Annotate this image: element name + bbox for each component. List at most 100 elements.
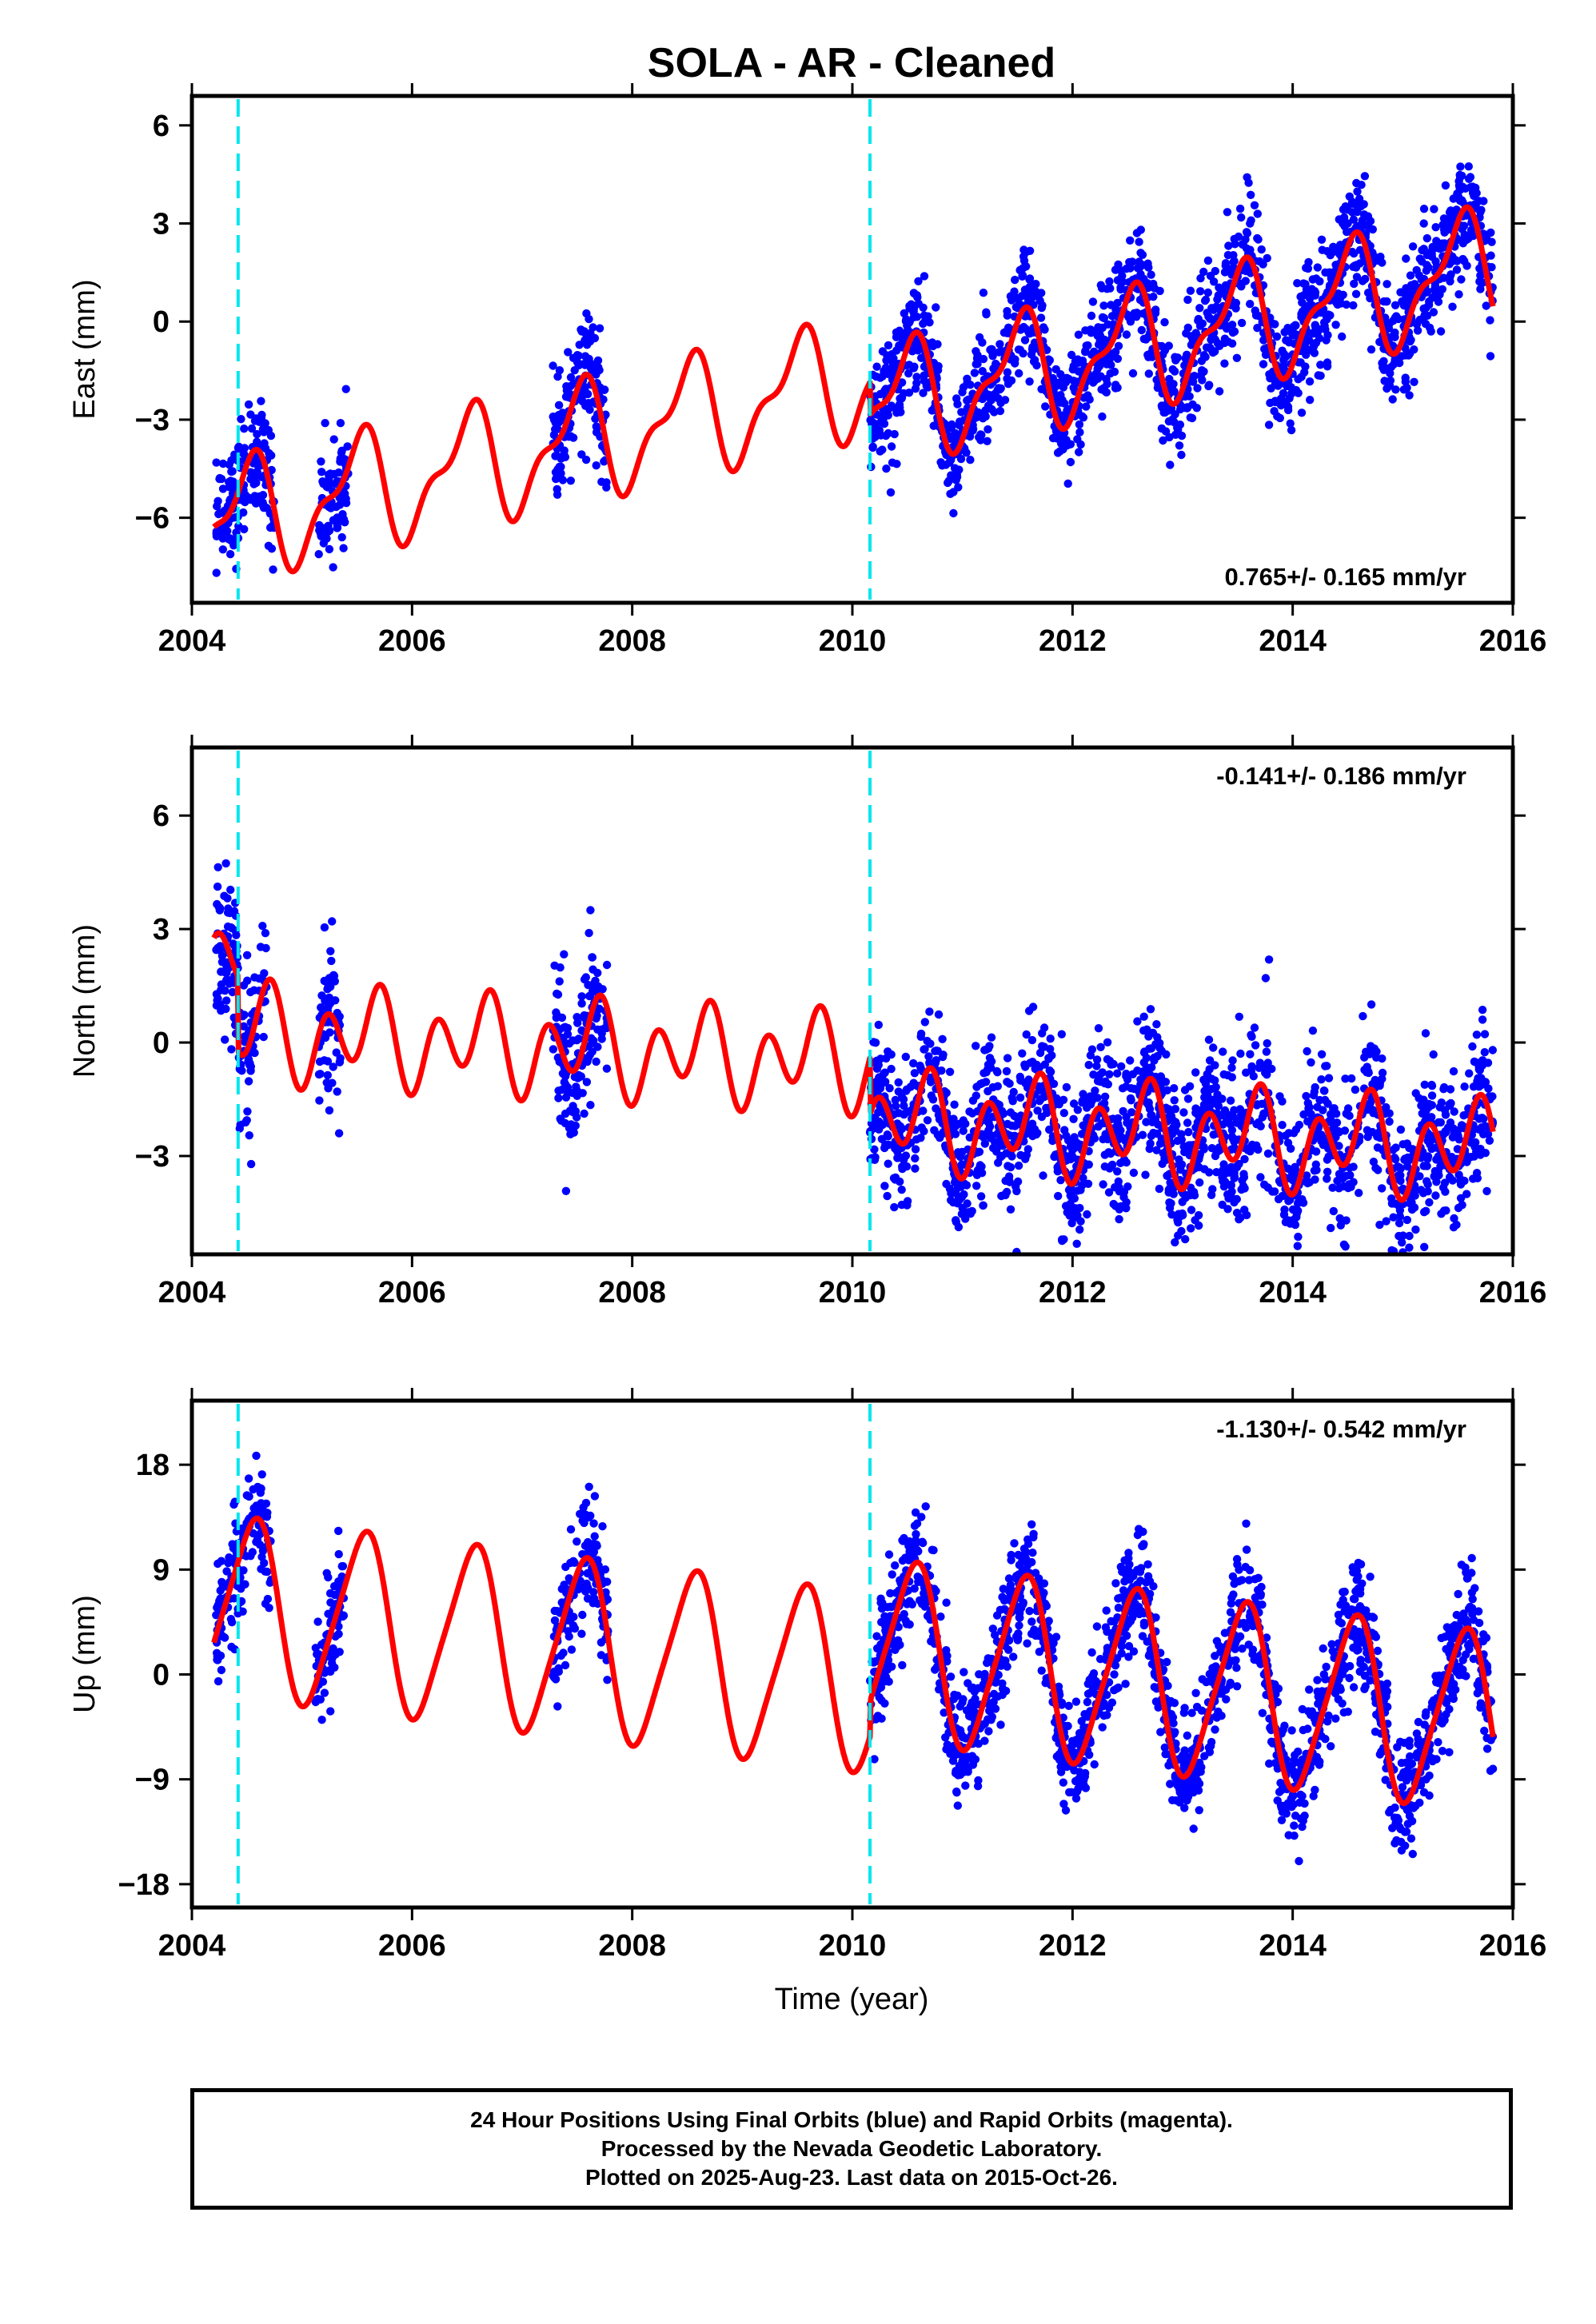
north-point xyxy=(1075,1204,1083,1212)
north-point xyxy=(247,1062,255,1070)
east-point xyxy=(567,476,575,484)
east-point xyxy=(1188,414,1196,422)
north-point xyxy=(1040,1023,1048,1031)
up-point xyxy=(334,1577,342,1585)
east-point xyxy=(321,524,329,532)
east-point xyxy=(329,516,337,524)
north-point xyxy=(1486,1137,1494,1145)
east-point xyxy=(562,382,570,390)
east-point xyxy=(952,476,960,484)
up-point xyxy=(213,1656,221,1664)
north-point xyxy=(1184,1128,1192,1136)
north-point xyxy=(1133,1017,1141,1025)
north-point xyxy=(1325,1074,1333,1082)
east-point xyxy=(1069,365,1077,373)
east-point xyxy=(1196,287,1204,295)
north-point xyxy=(1369,1046,1377,1054)
north-point xyxy=(1015,1162,1023,1170)
north-point xyxy=(1211,1061,1219,1069)
north-point xyxy=(895,1087,903,1095)
north-point xyxy=(1431,1191,1439,1199)
east-rate-label: 0.765+/- 0.165 mm/yr xyxy=(1225,563,1466,591)
up-point xyxy=(568,1645,576,1653)
up-point xyxy=(1023,1640,1031,1648)
up-point xyxy=(323,1569,331,1577)
up-point xyxy=(249,1485,257,1493)
north-point xyxy=(1303,1047,1311,1055)
north-point xyxy=(327,957,335,965)
east-point xyxy=(213,568,221,576)
east-point xyxy=(1169,365,1177,373)
east-point xyxy=(1312,274,1320,282)
east-point xyxy=(991,390,999,398)
east-point xyxy=(1037,313,1045,321)
east-point xyxy=(1247,217,1255,225)
east-point xyxy=(582,329,590,337)
east-point xyxy=(1259,360,1267,368)
up-point xyxy=(559,1648,567,1656)
north-point xyxy=(1126,1056,1134,1064)
east-point xyxy=(1187,332,1195,340)
east-point xyxy=(890,358,898,366)
north-point xyxy=(229,939,237,947)
north-point xyxy=(1068,1146,1076,1154)
east-point xyxy=(1021,325,1029,333)
east-point xyxy=(1041,402,1049,410)
east-point xyxy=(600,385,608,393)
north-point xyxy=(1054,1192,1062,1200)
east-point xyxy=(976,436,984,444)
north-point xyxy=(1071,1214,1079,1222)
up-point xyxy=(603,1676,611,1684)
north-point xyxy=(573,1036,581,1044)
north-point xyxy=(1230,1169,1238,1177)
north-point xyxy=(316,1058,324,1066)
east-point xyxy=(342,385,350,393)
north-point xyxy=(333,1087,341,1095)
north-point xyxy=(246,988,254,996)
up-point xyxy=(334,1527,342,1535)
north-point xyxy=(325,1106,333,1114)
north-point xyxy=(1191,1191,1199,1199)
east-point xyxy=(872,363,880,371)
north-point xyxy=(1345,1112,1353,1120)
north-point xyxy=(960,1190,968,1198)
up-point xyxy=(1480,1727,1488,1735)
up-point xyxy=(1278,1816,1286,1824)
up-point xyxy=(566,1559,574,1567)
east-point xyxy=(1059,383,1067,391)
east-point xyxy=(1431,223,1439,231)
north-point xyxy=(1208,1144,1216,1152)
north-point xyxy=(1205,1035,1213,1043)
east-point xyxy=(1019,253,1027,261)
north-point xyxy=(891,1144,899,1152)
east-point xyxy=(339,544,347,552)
north-point xyxy=(243,1107,251,1115)
east-point xyxy=(1355,195,1363,203)
north-point xyxy=(972,1042,980,1050)
north-point xyxy=(1003,1054,1011,1062)
north-point xyxy=(1115,1215,1123,1223)
north-point xyxy=(1187,1224,1195,1232)
east-point xyxy=(996,340,1003,348)
north-point xyxy=(250,973,258,981)
east-point xyxy=(1075,421,1083,429)
north-y-tick-label: 0 xyxy=(153,1026,170,1060)
north-point xyxy=(954,1197,962,1205)
east-point xyxy=(1067,458,1075,466)
north-point xyxy=(1039,1171,1047,1179)
north-point xyxy=(260,1033,268,1041)
north-point xyxy=(987,1063,995,1071)
east-point xyxy=(1223,208,1231,216)
east-point xyxy=(1012,303,1020,311)
east-point xyxy=(1465,162,1473,170)
north-point xyxy=(243,977,251,985)
north-point xyxy=(1403,1216,1411,1224)
north-point xyxy=(1037,1094,1045,1102)
east-point xyxy=(1083,391,1091,399)
north-point xyxy=(237,1066,245,1074)
north-point xyxy=(1306,1103,1314,1111)
east-point xyxy=(1343,219,1351,227)
up-point xyxy=(258,1470,266,1478)
east-point xyxy=(1424,264,1432,272)
